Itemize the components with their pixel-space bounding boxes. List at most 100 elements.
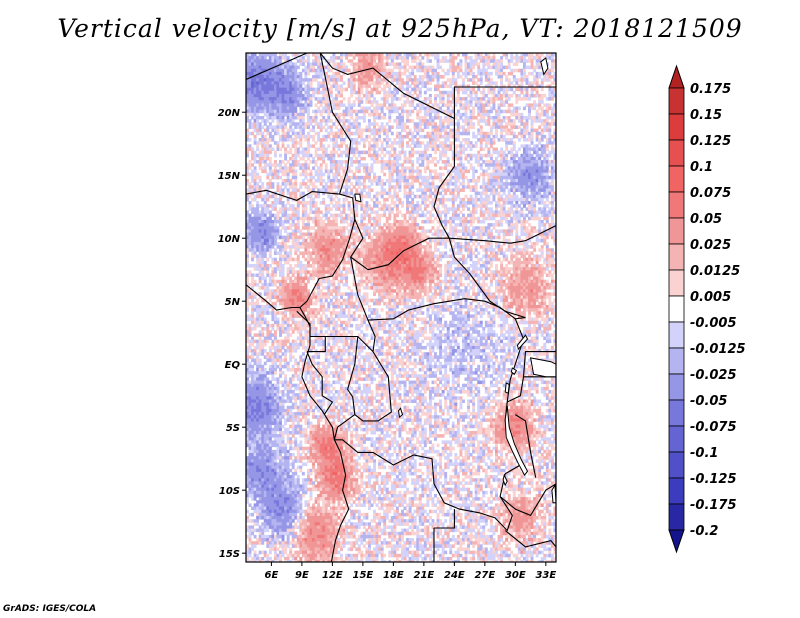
field-cell: [545, 106, 549, 111]
field-cell: [276, 125, 280, 129]
field-cell: [301, 59, 305, 63]
field-cell: [467, 138, 471, 142]
field-cell: [492, 175, 496, 180]
field-cell: [251, 219, 255, 224]
field-cell: [380, 78, 384, 82]
field-cell: [548, 103, 552, 107]
field-cell: [279, 90, 282, 95]
field-cell: [261, 103, 265, 107]
field-cell: [322, 156, 326, 161]
field-cell: [492, 56, 496, 60]
field-cell: [406, 160, 410, 164]
field-cell: [512, 191, 516, 196]
field-cell: [266, 93, 270, 98]
field-cell: [299, 163, 303, 167]
field-cell: [373, 210, 376, 215]
field-cell: [543, 178, 547, 183]
field-cell: [515, 134, 519, 139]
field-cell: [461, 188, 465, 192]
field-cell: [421, 141, 425, 145]
field-cell: [248, 109, 252, 114]
field-cell: [319, 178, 323, 183]
field-cell: [550, 191, 554, 196]
field-cell: [329, 226, 333, 230]
field-cell: [401, 201, 404, 205]
field-cell: [390, 59, 394, 63]
field-cell: [286, 71, 290, 76]
field-cell: [268, 166, 272, 170]
field-cell: [505, 185, 509, 189]
field-cell: [510, 172, 514, 177]
field-cell: [398, 125, 402, 129]
field-cell: [543, 207, 547, 211]
field-cell: [294, 106, 298, 111]
field-cell: [246, 62, 249, 66]
field-cell: [286, 191, 290, 196]
field-cell: [408, 128, 412, 133]
field-cell: [446, 59, 450, 63]
field-cell: [482, 204, 486, 208]
field-cell: [502, 207, 506, 211]
field-cell: [439, 144, 443, 148]
field-cell: [357, 160, 361, 164]
field-cell: [517, 116, 521, 120]
field-cell: [522, 75, 526, 79]
field-cell: [467, 131, 471, 136]
field-cell: [538, 201, 542, 205]
field-cell: [538, 153, 542, 158]
field-cell: [416, 213, 420, 218]
field-cell: [489, 160, 493, 164]
field-cell: [327, 131, 331, 136]
field-cell: [319, 216, 323, 221]
field-cell: [317, 175, 321, 180]
field-cell: [444, 191, 448, 196]
field-cell: [456, 194, 460, 199]
field-cell: [291, 216, 295, 221]
field-cell: [306, 232, 310, 237]
field-cell: [373, 201, 376, 205]
field-cell: [439, 191, 443, 196]
field-cell: [413, 207, 417, 211]
field-cell: [324, 90, 328, 95]
field-cell: [533, 150, 537, 155]
field-cell: [505, 144, 509, 148]
field-cell: [441, 172, 445, 177]
field-cell: [545, 216, 549, 221]
field-cell: [487, 163, 491, 167]
field-cell: [276, 109, 280, 114]
field-cell: [261, 232, 265, 237]
field-cell: [385, 144, 389, 148]
field-cell: [487, 87, 491, 92]
field-cell: [319, 144, 323, 148]
field-cell: [398, 178, 402, 183]
field-cell: [306, 71, 310, 76]
field-cell: [299, 182, 303, 186]
field-cell: [304, 153, 308, 158]
field-cell: [444, 163, 448, 167]
field-cell: [360, 138, 364, 142]
field-cell: [268, 229, 272, 233]
field-cell: [482, 188, 486, 192]
field-cell: [352, 131, 356, 136]
field-cell: [268, 75, 272, 79]
field-cell: [332, 141, 336, 145]
field-cell: [540, 138, 544, 142]
field-cell: [451, 213, 455, 218]
field-cell: [550, 216, 554, 221]
field-cell: [327, 144, 331, 148]
field-cell: [253, 87, 257, 92]
field-cell: [273, 56, 277, 60]
field-cell: [322, 109, 326, 114]
field-cell: [500, 147, 504, 152]
field-cell: [421, 232, 425, 237]
field-cell: [441, 153, 445, 158]
field-cell: [263, 62, 267, 66]
field-cell: [428, 75, 432, 79]
field-cell: [530, 53, 534, 57]
field-cell: [502, 185, 506, 189]
field-cell: [334, 131, 338, 136]
field-cell: [507, 194, 511, 199]
field-cell: [268, 100, 272, 104]
field-cell: [456, 191, 460, 196]
field-cell: [472, 62, 476, 66]
